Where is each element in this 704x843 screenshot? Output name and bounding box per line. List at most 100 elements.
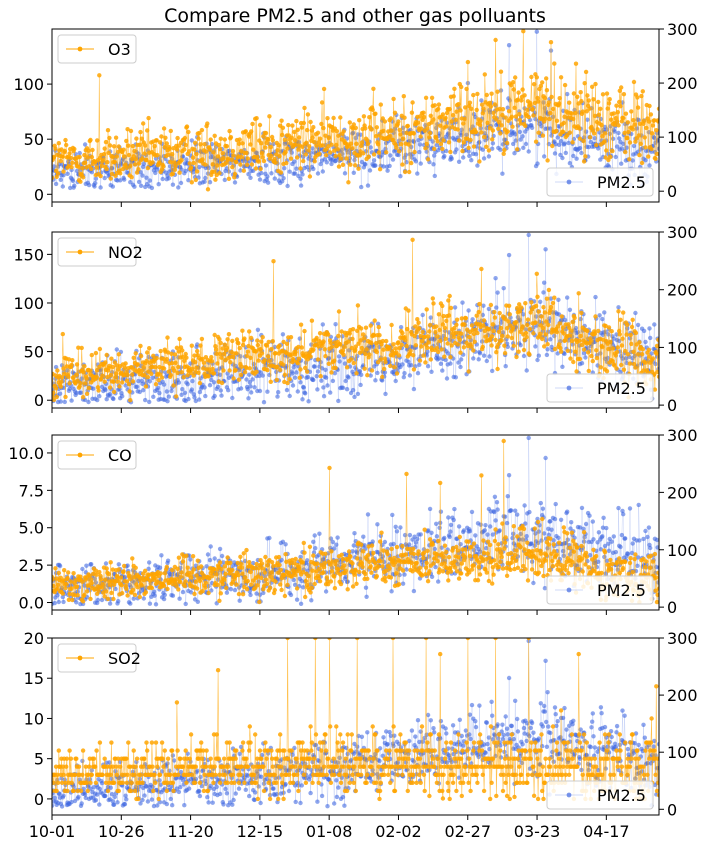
o3-point bbox=[53, 146, 58, 151]
o3-point bbox=[519, 98, 524, 103]
pm25-point bbox=[357, 369, 363, 374]
o3-point bbox=[317, 136, 323, 141]
o3-point bbox=[134, 170, 140, 175]
no2-point bbox=[569, 338, 575, 344]
pm25-point bbox=[245, 387, 250, 392]
pm25-point bbox=[301, 385, 306, 390]
no2-point bbox=[200, 356, 205, 362]
no2-point bbox=[59, 375, 65, 380]
o3-point bbox=[388, 134, 393, 139]
o3-point bbox=[384, 150, 389, 155]
o3-point bbox=[410, 100, 415, 105]
no2-point bbox=[529, 300, 534, 305]
pm25-point bbox=[501, 286, 506, 291]
no2-point bbox=[621, 310, 626, 315]
pm25-point bbox=[586, 144, 591, 150]
no2-point bbox=[469, 344, 474, 349]
pm25-point bbox=[149, 185, 155, 191]
legend-o3: O3 bbox=[57, 34, 137, 64]
no2-point bbox=[481, 318, 487, 323]
no2-point bbox=[576, 291, 581, 296]
pm25-point bbox=[544, 352, 550, 358]
o3-point bbox=[513, 75, 518, 80]
pm25-point bbox=[553, 501, 558, 507]
o3-point bbox=[350, 146, 355, 151]
pm25-point bbox=[324, 160, 329, 165]
o3-point bbox=[592, 131, 597, 136]
no2-point bbox=[629, 341, 634, 347]
pm25-point bbox=[538, 299, 543, 304]
o3-point bbox=[125, 127, 130, 132]
no2-point bbox=[133, 351, 138, 356]
o3-point bbox=[390, 137, 396, 142]
no2-point bbox=[471, 348, 476, 353]
no2-point bbox=[535, 294, 540, 299]
pm25-point bbox=[498, 147, 503, 152]
pm25-point bbox=[267, 535, 272, 541]
pm25-point bbox=[567, 552, 573, 557]
o3-point bbox=[561, 120, 566, 126]
o3-point bbox=[306, 148, 311, 153]
no2-point bbox=[371, 333, 377, 338]
no2-point bbox=[293, 349, 298, 355]
no2-point bbox=[69, 362, 74, 368]
pm25-point bbox=[546, 526, 551, 531]
no2-point bbox=[176, 349, 182, 354]
pm25-point bbox=[219, 393, 224, 398]
no2-point bbox=[454, 322, 459, 327]
pm25-point bbox=[294, 370, 299, 375]
pm25-point bbox=[162, 592, 167, 598]
o3-point bbox=[305, 112, 311, 117]
co-point bbox=[326, 582, 331, 587]
co-point bbox=[61, 578, 66, 583]
o3-point bbox=[213, 177, 218, 182]
pm25-point bbox=[186, 178, 191, 183]
o3-point bbox=[446, 140, 452, 145]
o3-point bbox=[471, 144, 477, 149]
o3-point bbox=[550, 106, 556, 112]
no2-point bbox=[616, 309, 621, 314]
no2-point bbox=[614, 349, 620, 355]
pm25-point bbox=[466, 308, 471, 313]
o3-point bbox=[512, 105, 517, 111]
co-point bbox=[245, 578, 250, 584]
co-point bbox=[102, 594, 107, 599]
pm25-point bbox=[298, 176, 303, 181]
co-point bbox=[130, 587, 136, 593]
no2-point bbox=[81, 370, 86, 375]
o3-point bbox=[236, 141, 242, 146]
no2-point bbox=[282, 372, 288, 377]
co-point bbox=[279, 587, 284, 593]
pm25-point bbox=[247, 372, 252, 377]
no2-point bbox=[247, 366, 252, 371]
no2-point bbox=[188, 370, 194, 376]
o3-point bbox=[254, 116, 259, 121]
o3-point bbox=[317, 151, 322, 157]
o3-point bbox=[260, 155, 265, 160]
pm25-point bbox=[556, 297, 561, 302]
o3-point bbox=[402, 169, 408, 175]
no2-point bbox=[434, 346, 440, 351]
co-point bbox=[60, 591, 65, 596]
co-point bbox=[206, 590, 211, 596]
no2-point bbox=[375, 360, 381, 365]
co-point bbox=[264, 581, 269, 587]
co-point bbox=[115, 575, 120, 580]
o3-point bbox=[335, 147, 340, 152]
no2-point bbox=[217, 351, 223, 357]
co-point bbox=[188, 575, 194, 580]
pm25-point bbox=[203, 175, 208, 181]
pm25-point bbox=[545, 347, 550, 352]
pm25-point bbox=[72, 183, 77, 188]
o3-point bbox=[481, 134, 487, 140]
o3-point bbox=[536, 130, 541, 135]
pm25-point bbox=[319, 378, 324, 383]
no2-point bbox=[348, 357, 354, 362]
no2-point bbox=[538, 331, 543, 337]
o3-point bbox=[207, 147, 213, 152]
pm25-point bbox=[151, 394, 156, 399]
pm25-point bbox=[70, 178, 76, 183]
co-point bbox=[260, 566, 265, 571]
no2-point bbox=[640, 347, 645, 352]
o3-point bbox=[525, 107, 530, 113]
